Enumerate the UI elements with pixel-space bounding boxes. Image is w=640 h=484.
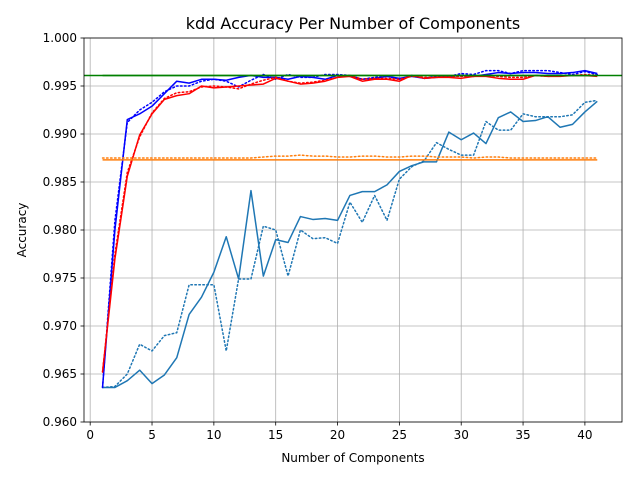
y-tick-label: 1.000	[43, 31, 77, 45]
series-line-2-dotted	[101, 99, 599, 389]
y-tick-label: 0.995	[43, 79, 77, 93]
y-tick-label: 0.985	[43, 175, 77, 189]
x-tick-label: 0	[86, 428, 94, 442]
y-tick-label: 0.975	[43, 271, 77, 285]
series-line-8-dotted	[101, 154, 599, 159]
x-tick-label: 25	[392, 428, 407, 442]
x-axis-label: Number of Components	[281, 451, 424, 465]
y-tick-label: 0.970	[43, 319, 77, 333]
x-tick-label: 10	[206, 428, 221, 442]
y-axis-ticks: 0.960 0.965 0.970 0.975 0.980 0.985 0.990 0.995…	[43, 31, 84, 429]
series-line-5-solid	[101, 74, 598, 373]
chart-title: kdd Accuracy Per Number of Components	[186, 14, 520, 33]
x-tick-label: 20	[330, 428, 345, 442]
y-axis-label: Accuracy	[15, 203, 29, 258]
series-layer	[101, 69, 599, 389]
x-tick-label: 35	[515, 428, 530, 442]
plot-area	[84, 69, 622, 389]
x-axis-ticks: 0 5 10 15 20 25 30 35 40	[86, 422, 593, 442]
x-tick-label: 40	[577, 428, 592, 442]
y-tick-label: 0.965	[43, 367, 77, 381]
series-line-1-solid	[102, 100, 598, 389]
y-tick-label: 0.960	[43, 415, 77, 429]
x-tick-label: 5	[148, 428, 156, 442]
x-tick-label: 15	[268, 428, 283, 442]
x-tick-label: 30	[454, 428, 469, 442]
y-tick-label: 0.990	[43, 127, 77, 141]
y-tick-label: 0.980	[43, 223, 77, 237]
